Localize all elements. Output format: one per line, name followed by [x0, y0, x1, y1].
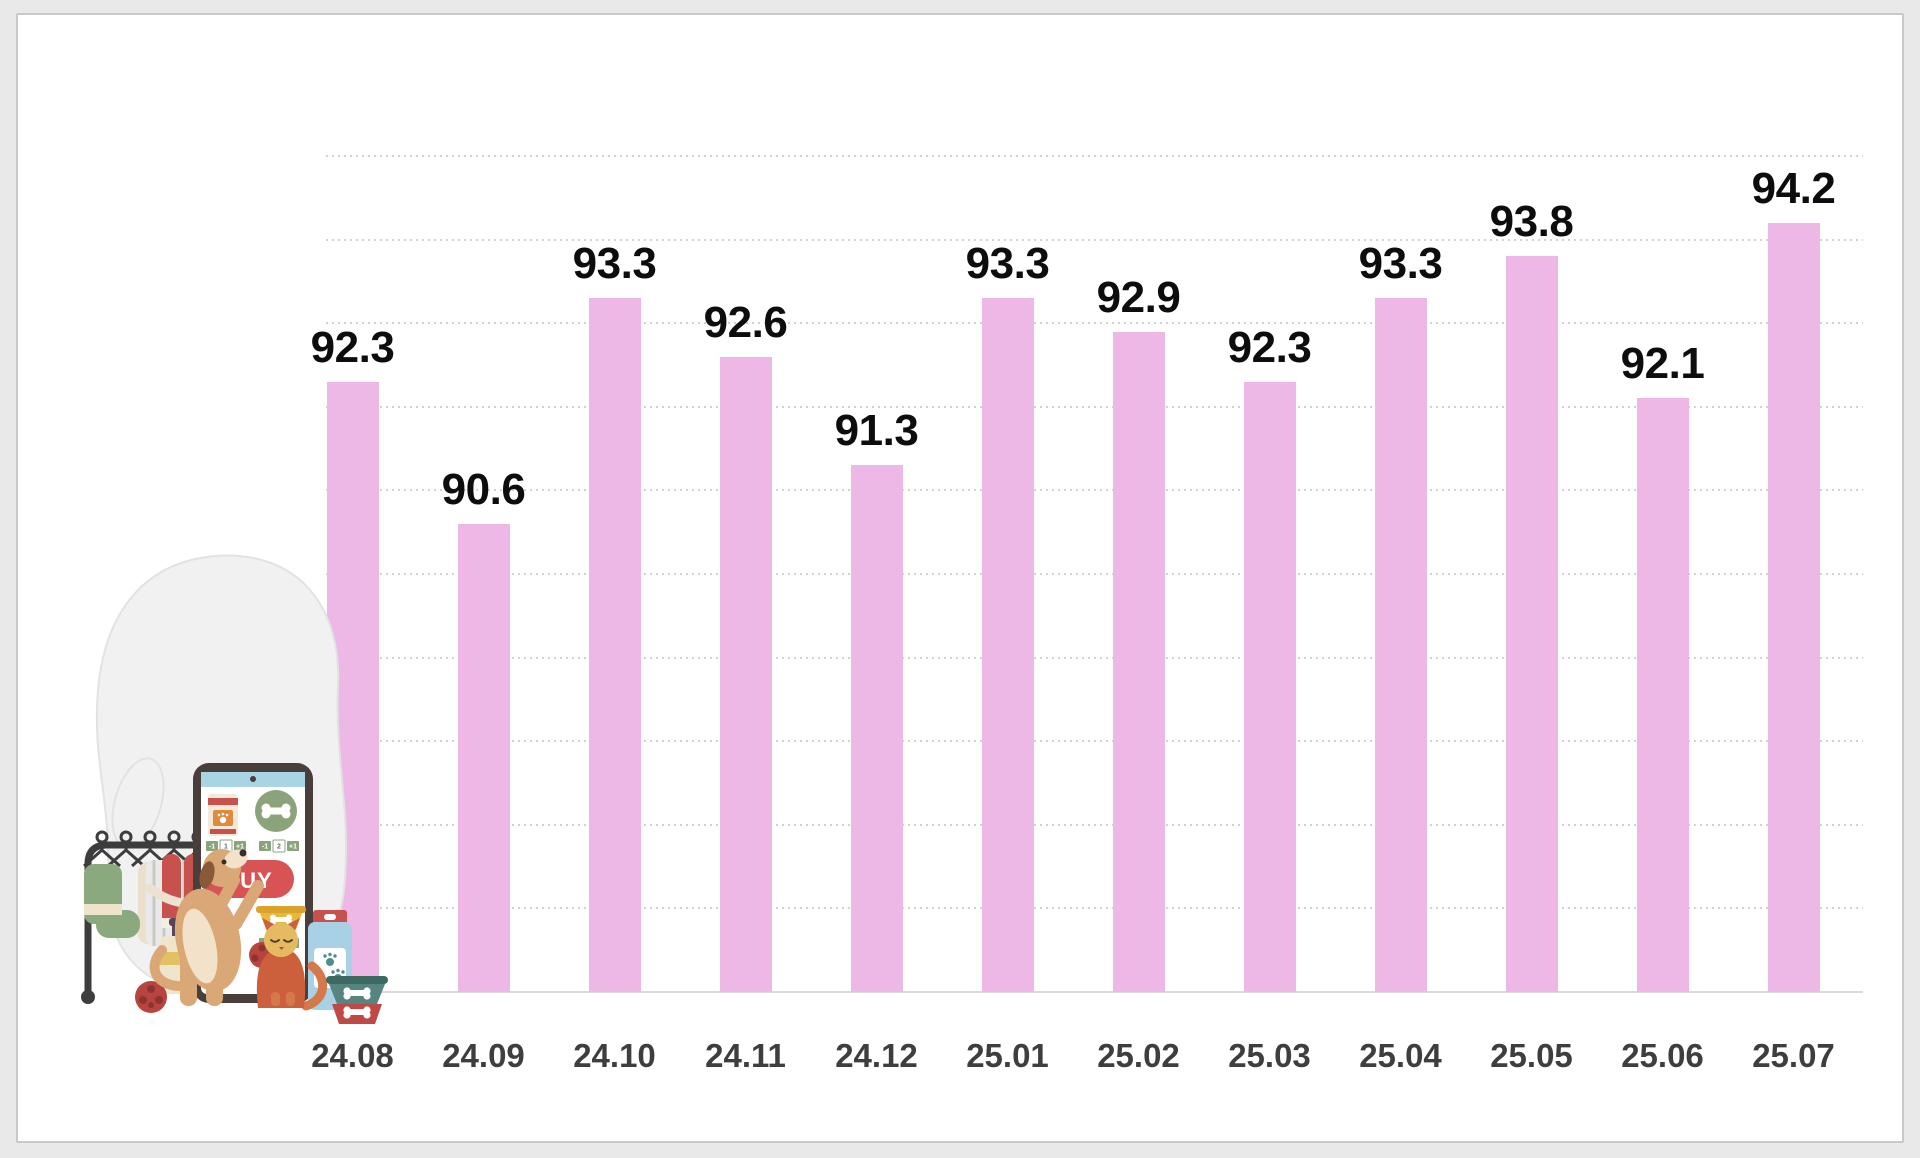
- stacked-bowls-icon: [326, 976, 388, 1024]
- x-axis-label: 25.05: [1490, 1037, 1573, 1074]
- minus-chip: -1: [262, 844, 268, 851]
- bar: [1112, 331, 1165, 992]
- gridline: [326, 238, 1863, 241]
- bar: [981, 298, 1034, 992]
- gridline: [326, 155, 1863, 157]
- quantity-stepper: -1 2 +1: [259, 839, 299, 853]
- bar-value-label: 92.3: [310, 322, 395, 372]
- gridline: [326, 740, 1863, 743]
- bar: [719, 356, 772, 992]
- gridline: [326, 823, 1863, 826]
- bone-icon: [255, 790, 297, 832]
- x-axis-label: 25.04: [1359, 1037, 1442, 1074]
- bar-value-label: 90.6: [441, 464, 526, 514]
- x-axis-label: 25.01: [966, 1037, 1049, 1074]
- bar: [1374, 298, 1427, 992]
- gridline: [326, 656, 1863, 659]
- bar: [1767, 222, 1820, 992]
- qty-chip: 1: [224, 844, 228, 851]
- bar-value-label: 93.8: [1489, 197, 1574, 247]
- dog-icon: [149, 849, 264, 1006]
- bar-value-label: 92.6: [703, 297, 788, 347]
- x-axis-label: 25.02: [1097, 1037, 1180, 1074]
- minus-chip: -1: [209, 844, 215, 851]
- bar-value-label: 93.3: [572, 239, 657, 289]
- gridline: [326, 907, 1863, 910]
- quantity-stepper: -1 1 +1: [206, 839, 246, 853]
- gridline: [326, 489, 1863, 492]
- x-axis-label: 24.10: [573, 1037, 656, 1074]
- x-axis-label: 25.03: [1228, 1037, 1311, 1074]
- bar: [1636, 398, 1689, 992]
- bar: [457, 523, 510, 992]
- plus-chip: +1: [289, 844, 297, 851]
- gridline: [326, 573, 1863, 575]
- bar-value-label: 93.3: [1358, 239, 1443, 289]
- bar: [1243, 381, 1296, 992]
- ball-toy-icon: [135, 981, 167, 1013]
- bar: [588, 298, 641, 992]
- x-axis-label: 24.12: [835, 1037, 918, 1074]
- bar: [850, 465, 903, 992]
- x-axis-label: 24.11: [705, 1037, 786, 1074]
- x-axis-baseline: [140, 991, 1863, 993]
- gridline: [326, 405, 1863, 408]
- bar-value-label: 92.9: [1096, 272, 1181, 322]
- bar-value-label: 94.2: [1751, 163, 1836, 213]
- cat-icon: [256, 918, 327, 1011]
- pet-shop-illustration: -1 1 +1 -1 2 +1 BUY: [81, 554, 388, 1024]
- food-bag-icon: [208, 794, 238, 836]
- bar-value-label: 92.3: [1227, 322, 1312, 372]
- bar-value-label: 92.1: [1620, 339, 1705, 389]
- x-axis-label: 24.09: [442, 1037, 525, 1074]
- bar: [1505, 256, 1558, 992]
- qty-chip: 2: [277, 844, 281, 851]
- bar-value-label: 91.3: [834, 406, 919, 456]
- x-axis-label: 24.08: [311, 1037, 394, 1074]
- x-axis-label: 25.07: [1752, 1037, 1835, 1074]
- bar-value-label: 93.3: [965, 239, 1050, 289]
- plus-chip: +1: [236, 844, 244, 851]
- gridline: [326, 322, 1863, 325]
- x-axis-label: 25.06: [1621, 1037, 1704, 1074]
